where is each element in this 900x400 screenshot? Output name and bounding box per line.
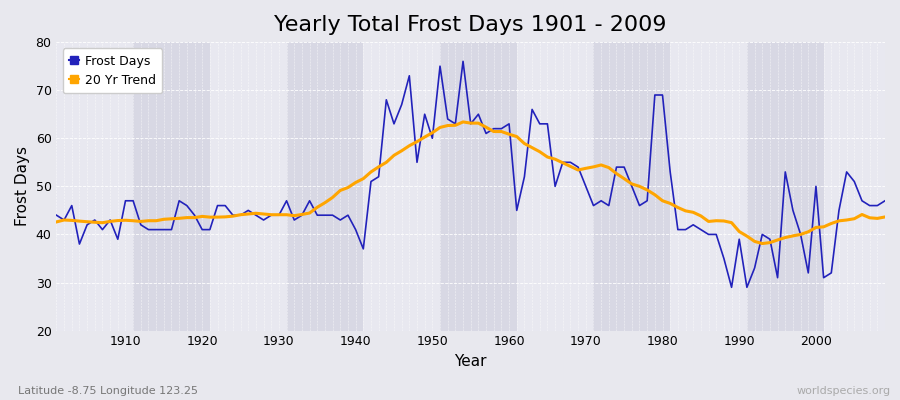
- Bar: [517, 42, 593, 330]
- Frost Days: [511, 208, 522, 213]
- Bar: [133, 42, 210, 330]
- 20 Yr Trend: [504, 132, 515, 136]
- Frost Days: [726, 285, 737, 290]
- Frost Days: [281, 198, 292, 203]
- Bar: [670, 42, 747, 330]
- Text: Latitude -8.75 Longitude 123.25: Latitude -8.75 Longitude 123.25: [18, 386, 198, 396]
- Line: Frost Days: Frost Days: [57, 61, 885, 287]
- Frost Days: [879, 198, 890, 203]
- Frost Days: [457, 59, 468, 64]
- Frost Days: [51, 213, 62, 218]
- Text: worldspecies.org: worldspecies.org: [796, 386, 891, 396]
- Bar: [593, 42, 670, 330]
- 20 Yr Trend: [879, 214, 890, 219]
- X-axis label: Year: Year: [454, 354, 487, 369]
- 20 Yr Trend: [281, 212, 292, 217]
- Line: 20 Yr Trend: 20 Yr Trend: [57, 122, 885, 244]
- 20 Yr Trend: [51, 220, 62, 224]
- Y-axis label: Frost Days: Frost Days: [15, 146, 30, 226]
- 20 Yr Trend: [603, 165, 614, 170]
- Bar: [440, 42, 517, 330]
- Frost Days: [603, 203, 614, 208]
- Bar: [824, 42, 893, 330]
- Bar: [286, 42, 364, 330]
- Frost Days: [328, 213, 338, 218]
- Bar: [210, 42, 286, 330]
- Frost Days: [504, 122, 515, 126]
- 20 Yr Trend: [757, 241, 768, 246]
- Frost Days: [112, 237, 123, 242]
- 20 Yr Trend: [511, 134, 522, 139]
- 20 Yr Trend: [112, 218, 123, 223]
- 20 Yr Trend: [457, 120, 468, 124]
- Bar: [57, 42, 133, 330]
- Title: Yearly Total Frost Days 1901 - 2009: Yearly Total Frost Days 1901 - 2009: [274, 15, 667, 35]
- Legend: Frost Days, 20 Yr Trend: Frost Days, 20 Yr Trend: [63, 48, 162, 93]
- 20 Yr Trend: [328, 195, 338, 200]
- Bar: [747, 42, 824, 330]
- Bar: [364, 42, 440, 330]
